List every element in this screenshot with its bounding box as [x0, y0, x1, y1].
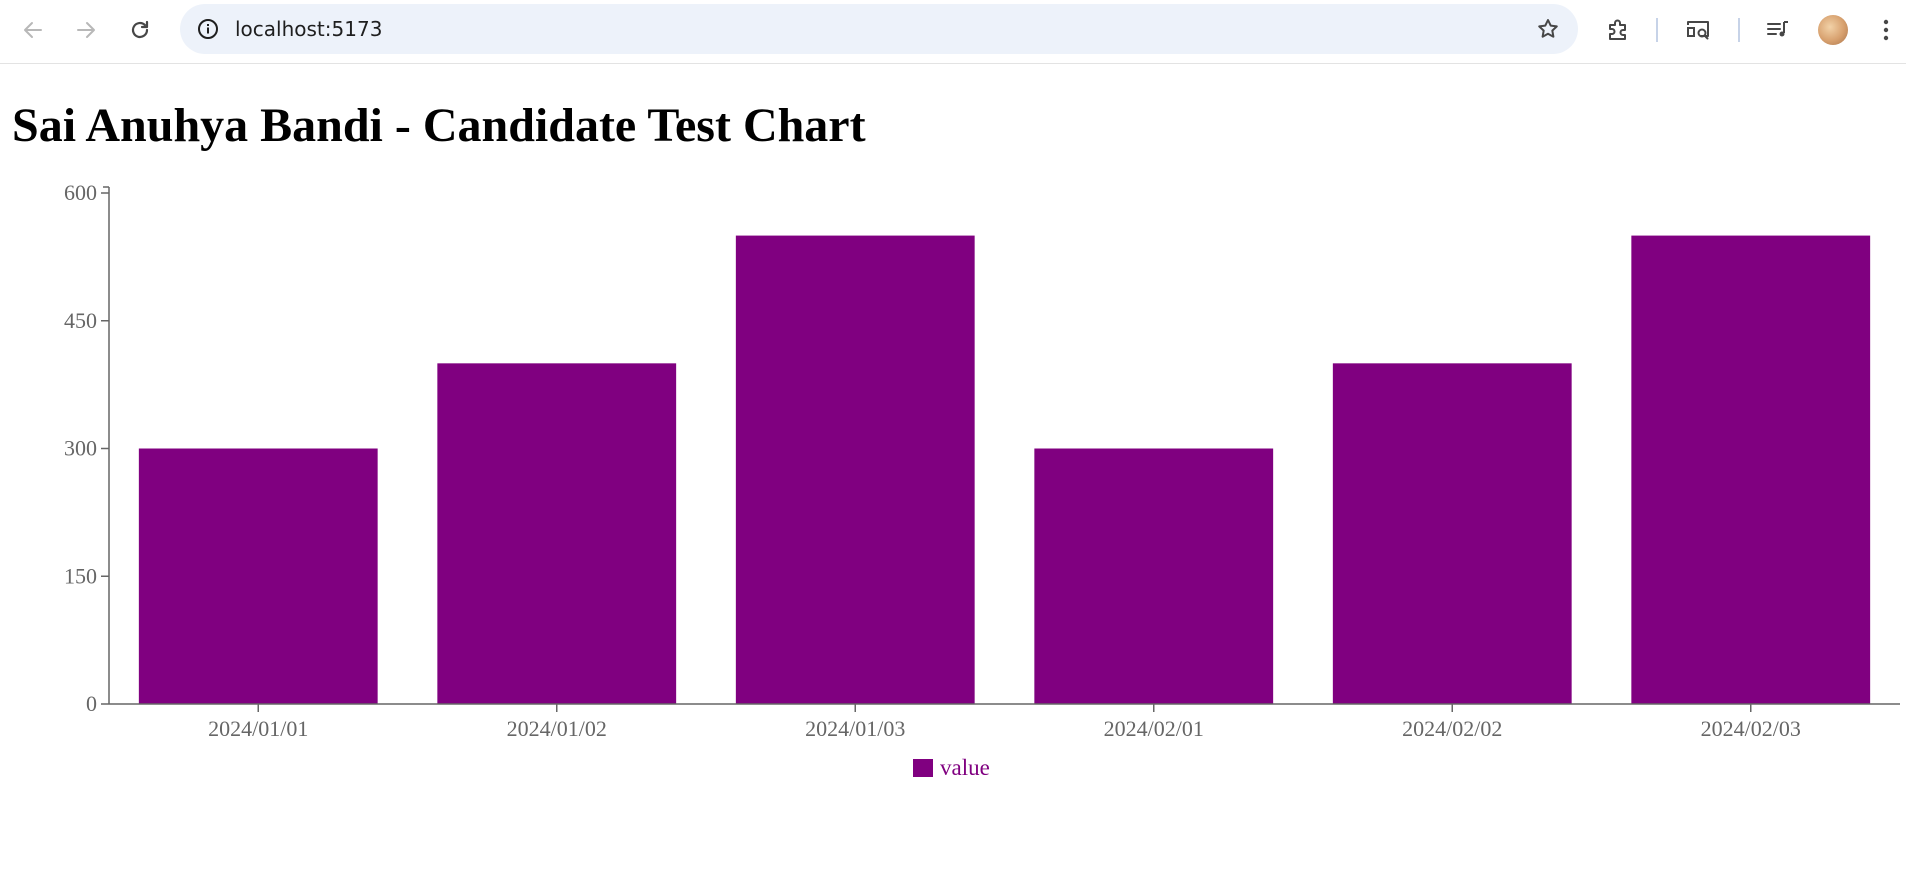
info-icon[interactable] [192, 13, 224, 45]
cast-button[interactable] [1680, 12, 1716, 48]
legend-label: value [940, 755, 990, 780]
avatar[interactable] [1818, 15, 1848, 45]
reload-icon [131, 20, 149, 39]
cast-search-icon [1687, 21, 1709, 40]
legend-swatch [913, 759, 933, 777]
bar [1034, 448, 1274, 704]
address-bar[interactable]: localhost:5173 [180, 4, 1578, 54]
toolbar-divider [1656, 18, 1658, 42]
forward-button[interactable] [68, 12, 104, 48]
toolbar-divider [1738, 18, 1740, 42]
y-tick-label: 450 [64, 308, 97, 333]
y-tick-label: 300 [64, 436, 97, 461]
browser-toolbar: localhost:5173 [0, 0, 1906, 64]
back-button[interactable] [15, 12, 51, 48]
url-text[interactable]: localhost:5173 [235, 17, 383, 41]
arrow-right-icon [77, 22, 95, 38]
x-tick-label: 2024/01/03 [805, 716, 905, 741]
bar [1631, 235, 1871, 705]
bar [138, 448, 378, 704]
media-button[interactable] [1760, 12, 1796, 48]
kebab-menu-icon [1883, 19, 1889, 41]
star-icon[interactable] [1532, 13, 1564, 45]
extensions-button[interactable] [1600, 12, 1636, 48]
bar [437, 363, 677, 704]
x-tick-label: 2024/01/01 [208, 716, 308, 741]
bar-chart: 0 150 300 450 600 2024/01/01 2024/01/02 2024/01… [64, 180, 1900, 780]
media-queue-icon [1767, 21, 1788, 37]
bar [1332, 363, 1572, 704]
x-tick-label: 2024/02/03 [1701, 716, 1801, 741]
reload-button[interactable] [122, 12, 158, 48]
y-tick-label: 0 [86, 691, 97, 716]
x-tick-label: 2024/01/02 [507, 716, 607, 741]
x-tick-label: 2024/02/01 [1104, 716, 1204, 741]
page-title: Sai Anuhya Bandi - Candidate Test Chart [12, 99, 866, 152]
x-tick-label: 2024/02/02 [1402, 716, 1502, 741]
y-tick-label: 600 [64, 180, 97, 205]
bar [735, 235, 975, 705]
y-tick-label: 150 [64, 563, 97, 588]
menu-button[interactable] [1868, 12, 1904, 48]
puzzle-icon [1609, 19, 1626, 40]
arrow-left-icon [24, 22, 42, 38]
